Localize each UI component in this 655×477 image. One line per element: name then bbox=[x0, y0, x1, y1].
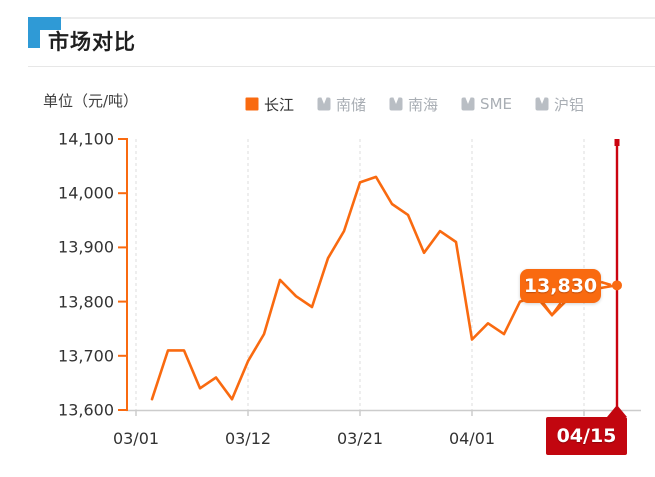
legend-item-hulv[interactable]: 沪铝 bbox=[535, 94, 584, 115]
current-point-dot bbox=[612, 280, 622, 291]
y-axis-label: 14,100 bbox=[58, 129, 114, 149]
tooltip-arrow-icon bbox=[542, 302, 562, 318]
y-axis-label: 13,600 bbox=[58, 400, 114, 420]
unit-label: 单位（元/吨） bbox=[43, 92, 139, 110]
tooltip-connector bbox=[600, 280, 612, 287]
x-axis-label: 04/01 bbox=[448, 429, 496, 448]
y-axis-label: 13,900 bbox=[58, 237, 114, 257]
legend-item-label: 长江 bbox=[264, 95, 295, 114]
legend-item-label: 南储 bbox=[336, 95, 367, 114]
date-badge-label: 04/15 bbox=[556, 425, 617, 447]
legend-item-changjiang[interactable]: 长江 bbox=[245, 94, 294, 115]
legend: 长江 南储 南海 SME 沪铝 bbox=[245, 94, 584, 114]
chart-canvas bbox=[118, 138, 641, 417]
y-axis-label: 13,700 bbox=[58, 346, 114, 366]
header-divider bbox=[28, 66, 655, 67]
legend-item-label: SME bbox=[480, 95, 512, 113]
x-axis-label: 03/01 bbox=[112, 429, 160, 448]
legend-item-nanhai[interactable]: 南海 bbox=[389, 94, 438, 115]
value-tooltip: 13,830 bbox=[520, 269, 601, 303]
x-axis-label: 03/21 bbox=[336, 429, 384, 448]
date-badge-notch bbox=[607, 405, 627, 417]
y-axis-label: 13,800 bbox=[58, 292, 114, 312]
page-title: 市场对比 bbox=[48, 30, 136, 54]
inactive-series-swatch-icon bbox=[535, 97, 549, 111]
tooltip-value: 13,830 bbox=[523, 275, 598, 297]
inactive-series-swatch-icon bbox=[461, 97, 475, 111]
top-divider bbox=[28, 17, 655, 19]
date-badge: 04/15 bbox=[546, 417, 627, 455]
corner-bracket-icon bbox=[28, 17, 61, 48]
y-axis-label: 14,000 bbox=[58, 183, 114, 203]
price-chart[interactable]: 14,100 14,000 13,900 13,800 13,700 13,600 03/0… bbox=[0, 120, 655, 477]
inactive-series-swatch-icon bbox=[389, 97, 403, 111]
active-series-swatch-icon bbox=[245, 97, 259, 111]
inactive-series-swatch-icon bbox=[317, 97, 331, 111]
legend-item-sme[interactable]: SME bbox=[461, 95, 512, 113]
x-axis-label: 03/12 bbox=[224, 429, 272, 448]
legend-item-nanchu[interactable]: 南储 bbox=[317, 94, 366, 115]
highlight-line-cap bbox=[614, 139, 620, 146]
legend-item-label: 沪铝 bbox=[554, 95, 585, 114]
corner-bracket-vertical bbox=[28, 17, 40, 48]
legend-item-label: 南海 bbox=[408, 95, 439, 114]
